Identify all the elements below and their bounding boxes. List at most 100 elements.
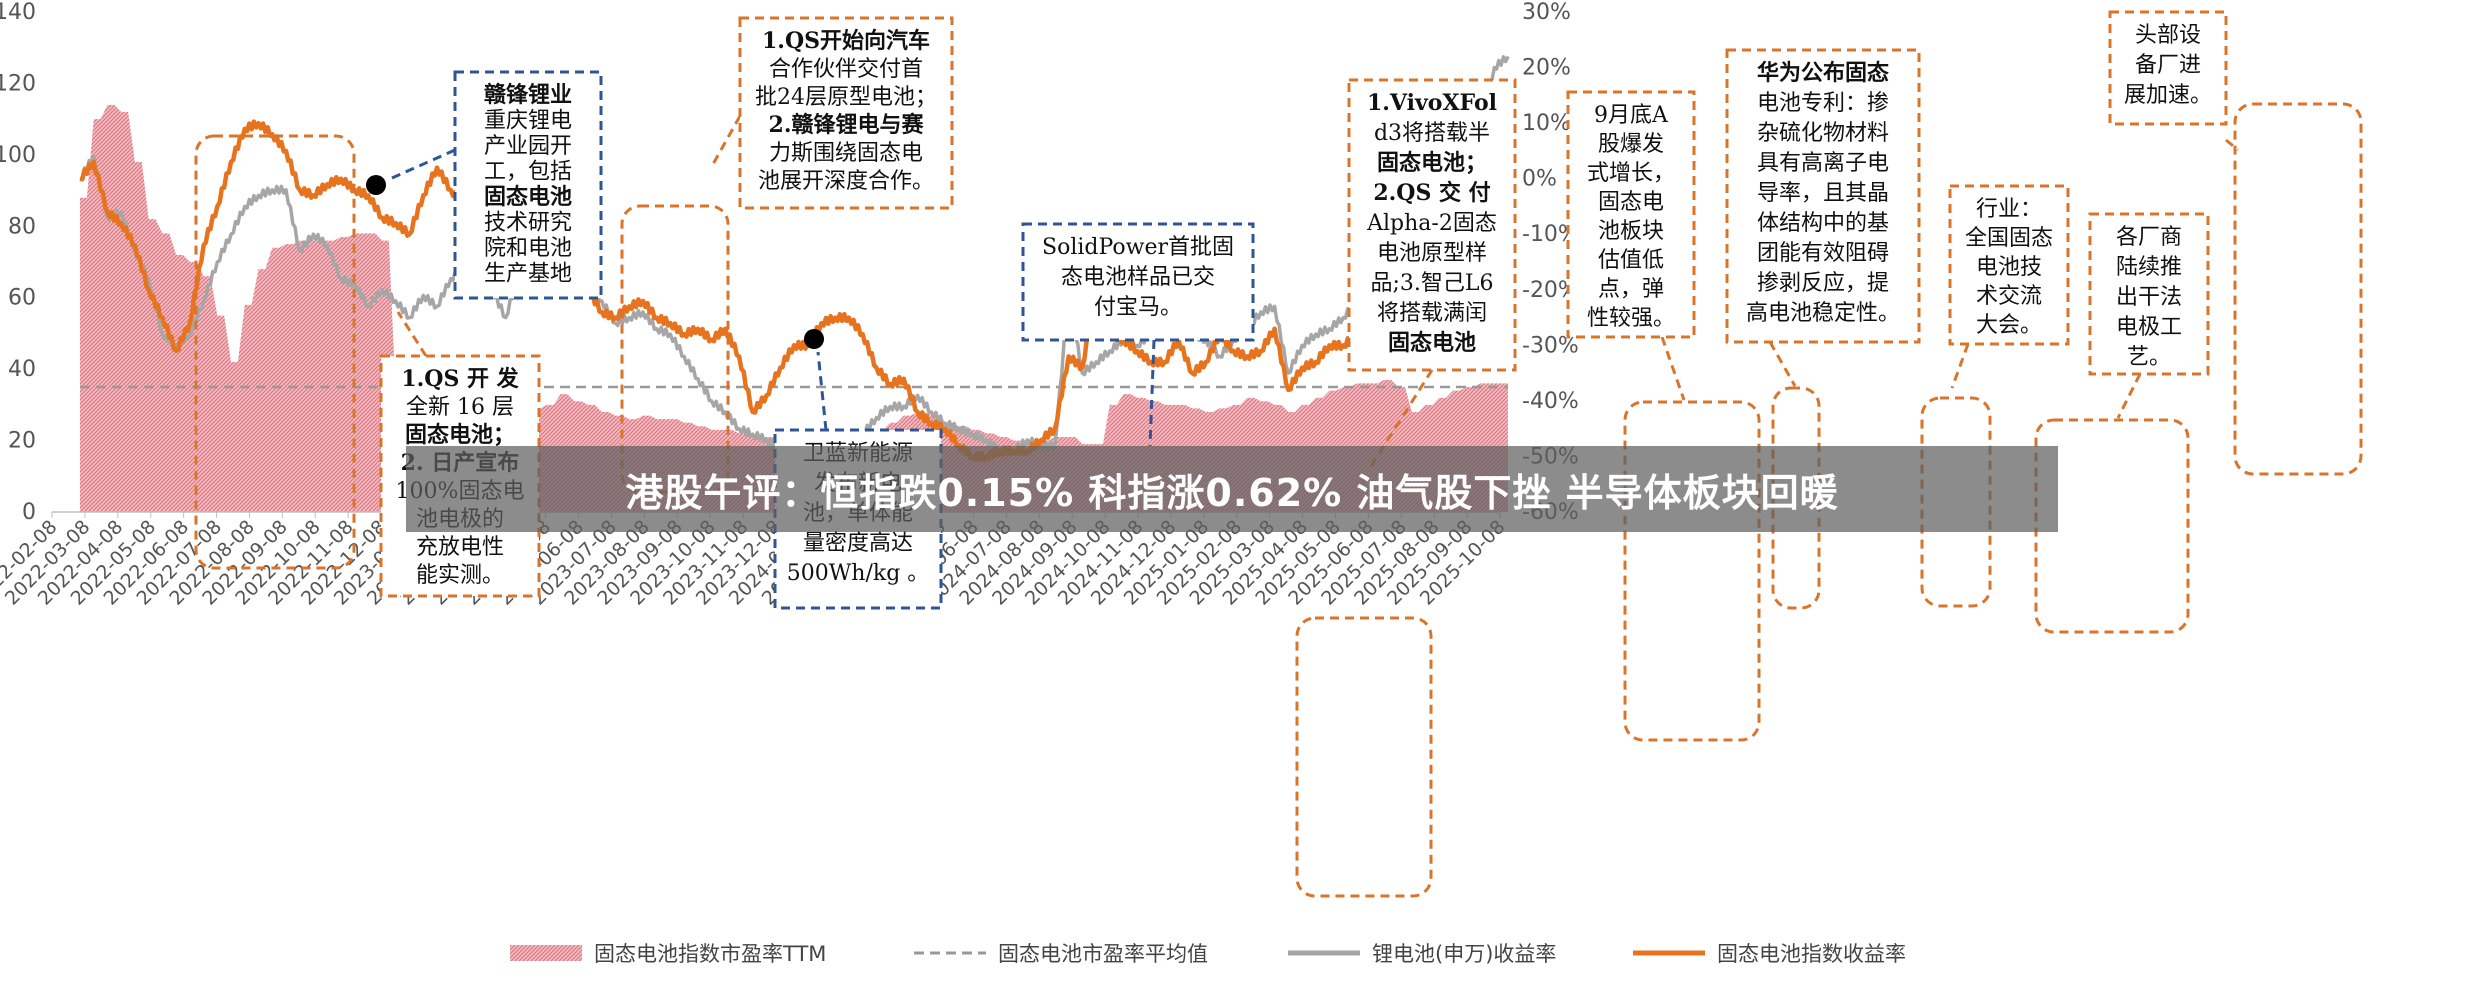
annotation-line: 2.QS 交 付	[1373, 180, 1490, 206]
annotation-line: 式增长，	[1587, 161, 1675, 186]
left-axis-tick-label: 40	[8, 357, 36, 382]
annotation-line: 展加速。	[2124, 83, 2212, 108]
annotation-line: 具有高离子电	[1757, 151, 1889, 176]
annotation-line: 各厂商	[2116, 225, 2182, 250]
annotation-line: 大会。	[1976, 313, 2042, 338]
annotation-box	[2108, 10, 2228, 126]
annotation-line: 体结构中的基	[1757, 211, 1889, 236]
highlight-box	[1623, 400, 1761, 742]
annotation-a2: 1.QS开始向汽车合作伙伴交付首批24层原型电池；2.赣锋锂电与赛力斯围绕固态电…	[738, 16, 954, 210]
markers-layer	[366, 175, 824, 349]
annotation-line: 重庆锂电	[484, 109, 572, 134]
annotation-connector	[1768, 341, 1797, 387]
annotation-connector	[2225, 138, 2239, 152]
annotation-connector	[391, 148, 456, 180]
annotation-box	[738, 16, 954, 210]
left-axis-tick-label: 60	[8, 286, 36, 311]
left-axis-tick-label: 140	[0, 0, 36, 25]
event-marker	[366, 175, 386, 195]
right-axis-tick-label: 10%	[1522, 111, 1571, 136]
annotation-line: 1.QS 开 发	[401, 366, 519, 392]
annotation-box	[1948, 184, 2070, 346]
annotation-line: 力斯围绕固态电	[769, 141, 923, 166]
annotation-line: 电池技	[1976, 255, 2042, 280]
annotation-box	[1725, 48, 1921, 344]
annotation-line: 备厂进	[2135, 53, 2201, 78]
annotation-line: 充放电性	[416, 535, 504, 560]
annotation-line: 品;3.智己L6	[1370, 271, 1493, 296]
left-axis-tick-label: 20	[8, 429, 36, 454]
annotation-line: 艺。	[2127, 345, 2171, 370]
headline-overlay: 港股午评：恒指跌0.15% 科指涨0.62% 油气股下挫 半导体板块回暖	[406, 446, 2058, 532]
annotation-line: 华为公布固态	[1757, 60, 1889, 86]
annotation-line: 陆续推	[2116, 255, 2182, 280]
annotation-line: 固态电池	[1388, 330, 1476, 356]
annotation-line: 电池专利：掺	[1757, 91, 1889, 116]
annotation-line: 将搭载满闰	[1377, 301, 1487, 326]
annotation-line: 点，弹	[1598, 277, 1664, 302]
annotation-connector	[1950, 343, 1970, 389]
annotation-line: 工，包括	[484, 160, 572, 185]
highlight-box	[2233, 102, 2363, 476]
annotation-line: 技术研究	[484, 211, 572, 236]
headline-text: 港股午评：恒指跌0.15% 科指涨0.62% 油气股下挫 半导体板块回暖	[625, 470, 1839, 515]
right-axis-tick-label: -40%	[1522, 389, 1579, 414]
pe-area	[80, 104, 1508, 513]
right-axis-tick-label: -30%	[1522, 333, 1579, 358]
highlight-box	[194, 134, 356, 570]
legend-label: 固态电池市盈率平均值	[998, 942, 1208, 966]
annotation-box	[453, 70, 603, 300]
left-axis-tick-label: 120	[0, 71, 36, 96]
legend-item: 固态电池指数市盈率TTM	[510, 942, 826, 966]
annotation-line: 固态电	[1598, 190, 1664, 215]
annotation-line: 500Wh/kg 。	[787, 561, 930, 586]
legend-item: 锂电池(申万)收益率	[1288, 942, 1556, 966]
annotation-box	[1021, 222, 1255, 342]
annotation-line: 付宝马。	[1094, 295, 1182, 320]
left-axis-tick-label: 0	[22, 500, 36, 525]
annotation-line: 杂硫化物材料	[1757, 121, 1889, 146]
annotation-box	[1347, 78, 1517, 372]
annotation-line: 电极工	[2116, 315, 2182, 340]
annotation-line: 固态电池；	[405, 422, 515, 448]
annotation-box	[2088, 212, 2210, 376]
legend-label: 固态电池指数市盈率TTM	[594, 942, 826, 966]
annotation-line: 2.赣锋锂电与赛	[769, 112, 925, 138]
annotation-line: 批24层原型电池；	[755, 85, 937, 110]
series-solidstate-return-line	[79, 119, 1510, 463]
left-axis-tick-label: 100	[0, 143, 36, 168]
annotation-line: SolidPower首批固	[1042, 235, 1234, 260]
right-axis-tick-label: 30%	[1522, 0, 1571, 25]
annotation-line: 固态电池	[484, 184, 572, 210]
annotation-line: 1.QS开始向汽车	[762, 28, 930, 54]
annotation-line: 固态电池；	[1377, 150, 1487, 176]
annotation-line: 池展开深度合作。	[758, 169, 934, 194]
highlight-box	[1295, 616, 1433, 898]
legend-item: 固态电池市盈率平均值	[914, 942, 1208, 966]
annotation-connector	[1148, 339, 1156, 447]
annotation-line: 9月底A	[1594, 103, 1669, 128]
left-axis-tick-label: 80	[8, 214, 36, 239]
annotation-line: 电池原型样	[1377, 241, 1487, 266]
annotation-line: 产业园开	[484, 134, 572, 159]
annotation-connector	[396, 311, 428, 357]
annotation-line: 导率，且其晶	[1757, 181, 1889, 206]
annotation-line: 术交流	[1976, 284, 2042, 309]
annotation-line: 掺剥反应，提	[1757, 271, 1889, 296]
legend-label: 固态电池指数收益率	[1717, 942, 1906, 966]
annotation-line: 行业：	[1976, 197, 2042, 222]
annotation-line: 高电池稳定性。	[1746, 301, 1900, 326]
annotation-line: 性较强。	[1587, 306, 1675, 331]
legend-label: 锂电池(申万)收益率	[1372, 942, 1556, 966]
event-marker	[804, 329, 824, 349]
annotation-line: 股爆发	[1598, 132, 1664, 157]
annotation-line: 团能有效阻碍	[1757, 241, 1889, 266]
annotation-line: 院和电池	[484, 236, 572, 261]
